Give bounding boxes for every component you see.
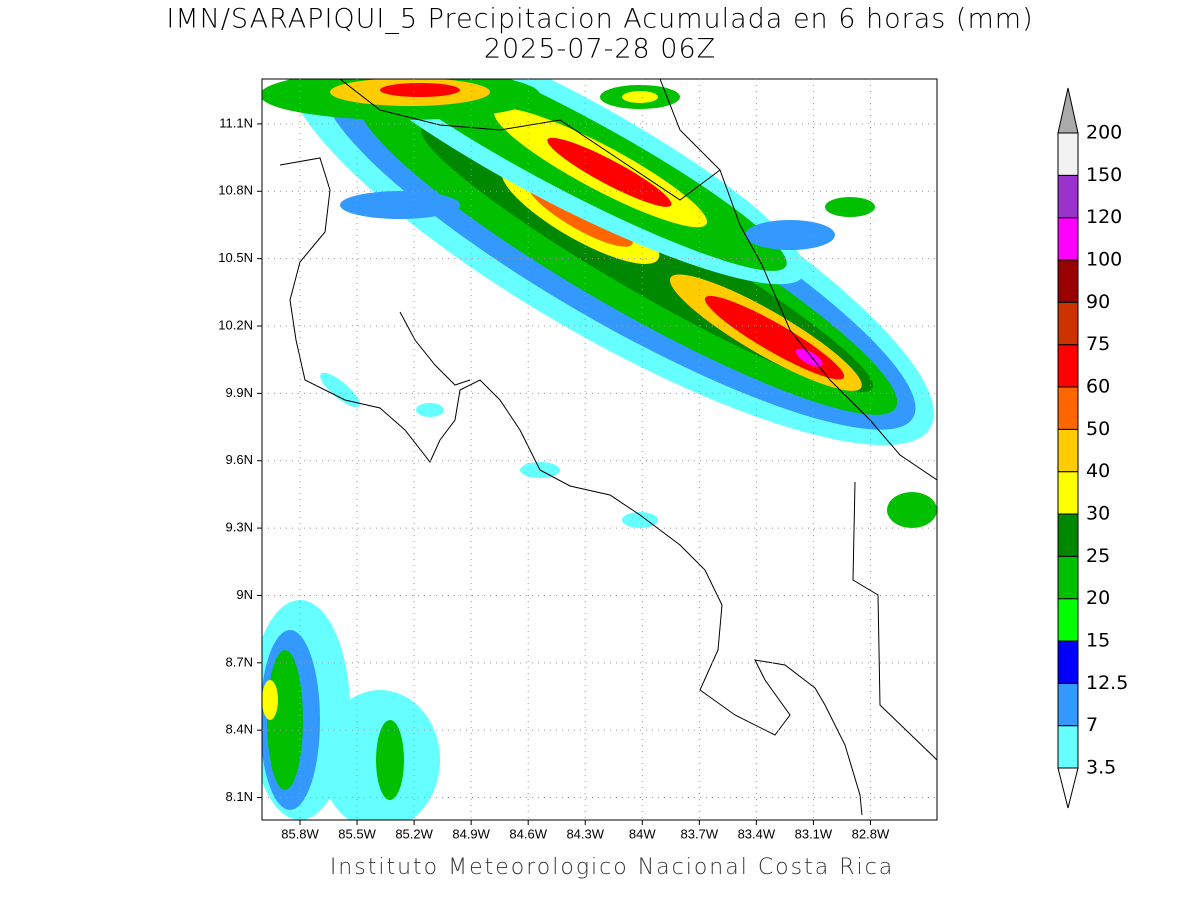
colorbar-box xyxy=(1057,682,1079,727)
colorbar-box xyxy=(1057,259,1079,303)
lat-tick-label: 9.9N xyxy=(226,385,253,400)
lon-tick-label: 84W xyxy=(629,826,656,841)
colorbar-label: 200 xyxy=(1086,122,1122,144)
lat-tick-label: 8.4N xyxy=(226,722,253,737)
footer: Instituto Meteorologico Nacional Costa R… xyxy=(330,855,894,880)
lat-tick-label: 10.2N xyxy=(218,317,253,332)
lon-tick-label: 83.1W xyxy=(795,826,833,841)
colorbar-box xyxy=(1057,174,1079,219)
colorbar-label: 7 xyxy=(1086,714,1098,736)
lon-tick-label: 82.8W xyxy=(852,826,890,841)
lon-tick-label: 84.6W xyxy=(509,826,547,841)
lon-tick-label: 84.3W xyxy=(566,826,604,841)
colorbar-box xyxy=(1057,344,1079,388)
colorbar-label: 20 xyxy=(1086,587,1110,609)
colorbar-label: 50 xyxy=(1086,418,1110,440)
colorbar-box xyxy=(1057,217,1079,261)
lat-tick-label: 9.3N xyxy=(226,520,253,535)
lat-tick-label: 8.1N xyxy=(226,789,253,804)
colorbar-box xyxy=(1057,132,1079,176)
lat-tick-label: 10.5N xyxy=(218,250,253,265)
colorbar-label: 30 xyxy=(1086,503,1110,525)
colorbar-label: 12.5 xyxy=(1086,672,1128,694)
lon-tick-label: 85.8W xyxy=(281,826,319,841)
colorbar-label: 3.5 xyxy=(1086,757,1116,779)
lon-tick-label: 83.7W xyxy=(681,826,719,841)
lon-tick-label: 83.4W xyxy=(738,826,776,841)
lon-tick-label: 85.5W xyxy=(338,826,376,841)
colorbar-box xyxy=(1057,555,1079,600)
colorbar-label: 90 xyxy=(1086,291,1110,313)
colorbar-label: 15 xyxy=(1086,630,1110,652)
subtitle: 2025-07-28 06Z xyxy=(484,34,716,65)
lat-tick-label: 10.8N xyxy=(218,183,253,198)
lat-tick-label: 9.6N xyxy=(226,452,253,467)
lon-tick-label: 85.2W xyxy=(395,826,433,841)
colorbar-label: 150 xyxy=(1086,164,1122,186)
colorbar-box xyxy=(1057,640,1079,684)
lat-tick-label: 9N xyxy=(236,587,253,602)
colorbar-label: 120 xyxy=(1086,206,1122,228)
colorbar-under xyxy=(1057,767,1079,809)
colorbar-box xyxy=(1057,301,1079,346)
lon-tick-label: 84.9W xyxy=(452,826,490,841)
colorbar-box xyxy=(1057,428,1079,473)
colorbar-label: 75 xyxy=(1086,333,1110,355)
colorbar-label: 60 xyxy=(1086,376,1110,398)
colorbar-box xyxy=(1057,598,1079,642)
colorbar-label: 25 xyxy=(1086,545,1110,567)
colorbar-box xyxy=(1057,471,1079,515)
colorbar-label: 40 xyxy=(1086,460,1110,482)
colorbar-over xyxy=(1057,87,1079,134)
colorbar-box xyxy=(1057,386,1079,430)
title: IMN/SARAPIQUI_5 Precipitacion Acumulada … xyxy=(166,4,1033,35)
lat-tick-label: 8.7N xyxy=(226,654,253,669)
colorbar-box xyxy=(1057,725,1079,769)
colorbar-label: 100 xyxy=(1086,249,1122,271)
lat-tick-label: 11.1N xyxy=(219,115,253,130)
precip-field xyxy=(262,79,937,820)
map-frame xyxy=(261,78,938,821)
colorbar-box xyxy=(1057,513,1079,557)
